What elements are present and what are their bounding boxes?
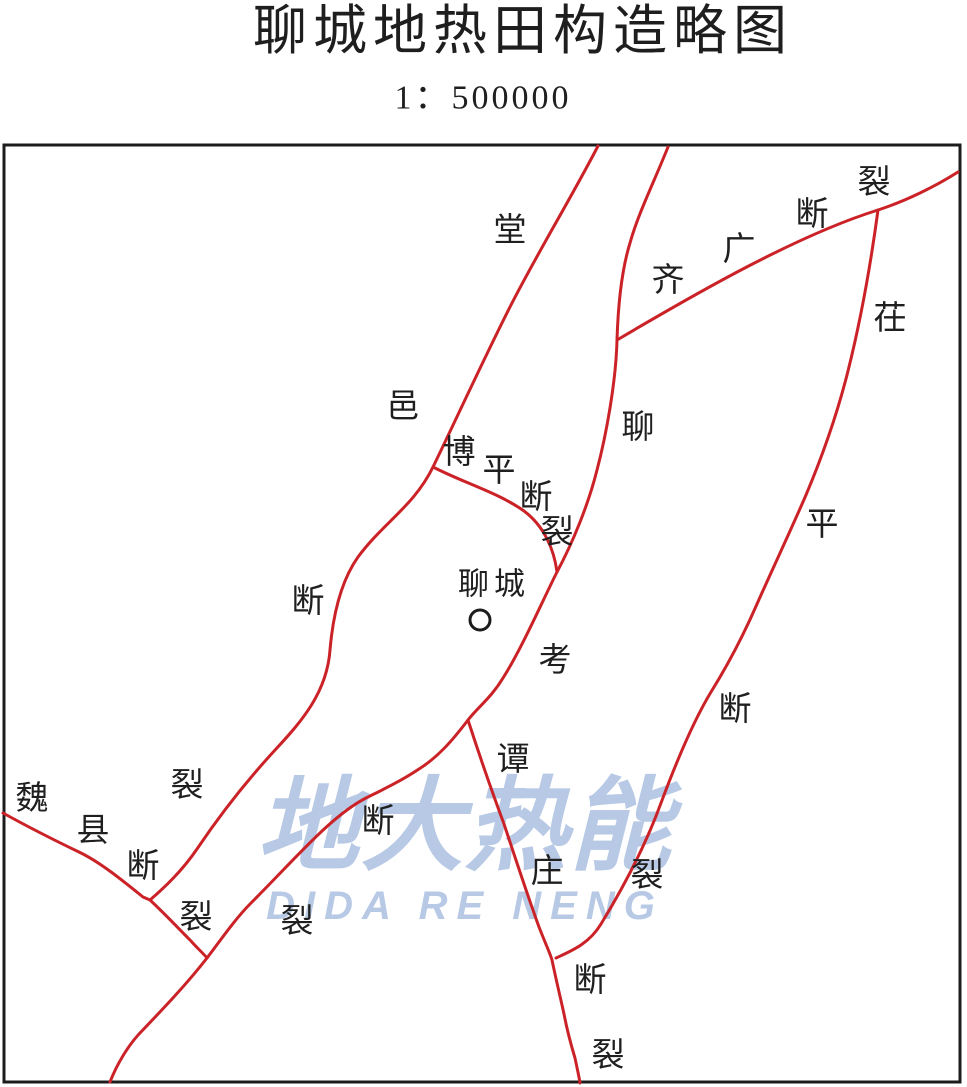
tangyi-duanlie-fault bbox=[148, 144, 600, 902]
tanzhuang-fault-label: 庄 bbox=[531, 853, 564, 890]
fault-lines bbox=[1, 144, 960, 1085]
city-marker-group: 聊城 bbox=[458, 567, 530, 632]
chiping-fault-label: 平 bbox=[806, 507, 839, 543]
boping-fault-label: 裂 bbox=[541, 515, 574, 551]
liaokao-fault-label: 断 bbox=[362, 803, 395, 840]
weixian-fault-label: 魏 bbox=[16, 780, 49, 817]
qiguang-duanlie-fault bbox=[615, 170, 960, 342]
weixian-fault-label: 县 bbox=[77, 813, 110, 849]
tanzhuang-duanlie-fault bbox=[466, 718, 582, 1085]
tangyi-fault-label: 裂 bbox=[171, 768, 204, 804]
qiguang-fault-label: 裂 bbox=[858, 165, 891, 201]
tanzhuang-fault-label: 裂 bbox=[592, 1038, 625, 1074]
city-label: 聊城 bbox=[458, 567, 530, 602]
qiguang-fault-label: 齐 bbox=[652, 262, 685, 299]
weixian-duanlie-fault bbox=[1, 811, 209, 960]
weixian-fault-label: 断 bbox=[127, 848, 160, 885]
watermark: 地大热能 DIDA RE NENG bbox=[257, 769, 683, 928]
map-title: 聊城地热田构造略图 bbox=[253, 1, 793, 61]
qiguang-fault-label: 断 bbox=[796, 196, 829, 233]
liaokao-fault-label: 裂 bbox=[281, 904, 314, 940]
tangyi-fault-label: 邑 bbox=[387, 389, 420, 425]
liaokao-fault-label: 考 bbox=[539, 643, 572, 679]
chiping-duanlie-fault bbox=[554, 208, 880, 960]
boping-fault-label: 断 bbox=[520, 479, 553, 516]
map-scale-label: 1：500000 bbox=[395, 80, 572, 117]
weixian-fault-label: 裂 bbox=[180, 900, 213, 936]
watermark-text-en: DIDA RE NENG bbox=[266, 884, 664, 928]
chiping-fault-label: 茌 bbox=[874, 300, 907, 337]
tangyi-fault-label: 堂 bbox=[494, 213, 527, 249]
boping-fault-label: 平 bbox=[483, 453, 516, 489]
tanzhuang-fault-label: 断 bbox=[574, 962, 607, 999]
tanzhuang-fault-label: 谭 bbox=[497, 742, 530, 778]
city-marker-circle bbox=[468, 608, 492, 632]
boping-fault-label: 博 bbox=[443, 434, 476, 471]
map-border-frame bbox=[2, 143, 962, 1084]
liaokao-fault-label: 聊 bbox=[622, 409, 655, 446]
chiping-fault-label: 断 bbox=[719, 691, 752, 728]
boping-duanlie-fault bbox=[431, 465, 559, 574]
chiping-fault-label: 裂 bbox=[631, 858, 664, 894]
watermark-text-cn: 地大热能 bbox=[257, 769, 683, 883]
tangyi-fault-label: 断 bbox=[292, 583, 325, 620]
qiguang-fault-label: 广 bbox=[723, 231, 756, 268]
